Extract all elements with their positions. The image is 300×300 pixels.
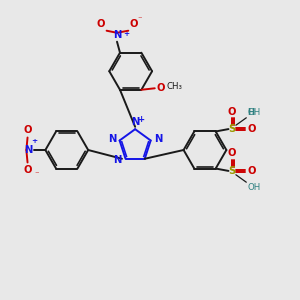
Text: +: + (137, 115, 144, 124)
Text: N: N (25, 145, 33, 155)
Text: N: N (114, 155, 122, 165)
Text: O: O (228, 148, 236, 158)
Text: N: N (131, 117, 139, 127)
Text: ⁻: ⁻ (34, 170, 39, 179)
Text: +: + (123, 31, 129, 37)
Text: O: O (156, 83, 165, 93)
Text: OH: OH (248, 183, 261, 192)
Text: +: + (31, 138, 38, 144)
Text: O: O (96, 19, 104, 28)
Text: CH₃: CH₃ (166, 82, 182, 91)
Text: N: N (113, 30, 121, 40)
Text: O: O (23, 124, 32, 134)
Text: O: O (248, 166, 256, 176)
Text: O: O (248, 124, 256, 134)
Text: S: S (228, 166, 236, 176)
Text: ⁻: ⁻ (137, 16, 142, 25)
Text: OH: OH (248, 108, 261, 117)
Text: O: O (23, 166, 32, 176)
Text: H: H (248, 108, 255, 117)
Text: S: S (228, 124, 236, 134)
Text: N: N (108, 134, 116, 144)
Text: N: N (154, 134, 163, 144)
Text: O: O (228, 106, 236, 117)
Text: O: O (129, 19, 138, 28)
